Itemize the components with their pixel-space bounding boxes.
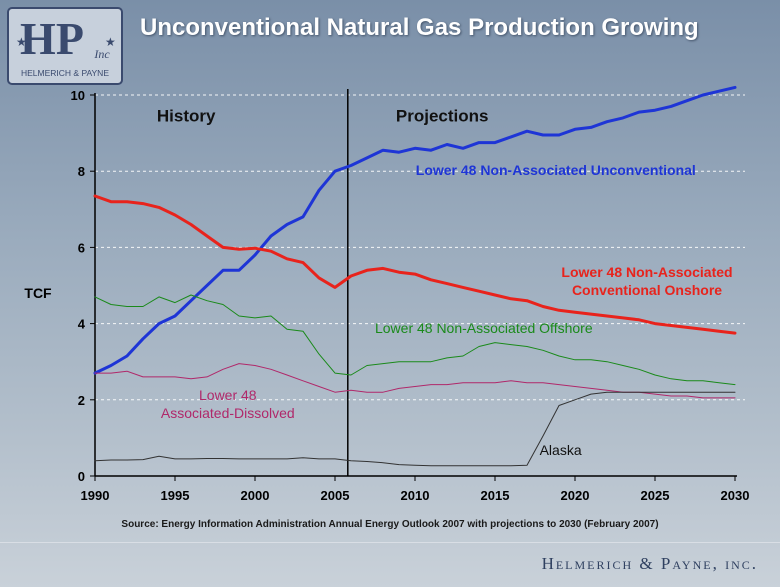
series-label: Lower 48 Non-Associated — [561, 264, 732, 280]
logo-caption: HELMERICH & PAYNE — [21, 68, 109, 78]
y-tick-label: 2 — [78, 393, 85, 408]
series-label: Lower 48 Non-Associated Offshore — [375, 320, 593, 336]
series-label: Lower 48 — [199, 387, 257, 403]
logo-star-right-icon: ★ — [105, 35, 116, 49]
company-logo: HP Inc HELMERICH & PAYNE ★ ★ — [6, 6, 124, 86]
x-tick-label: 1995 — [161, 488, 190, 503]
series-label: Conventional Onshore — [572, 282, 722, 298]
x-tick-label: 2015 — [481, 488, 510, 503]
series-label: Alaska — [540, 442, 582, 458]
logo-letters: HP — [20, 13, 84, 64]
x-tick-label: 2010 — [401, 488, 430, 503]
region-label: History — [157, 107, 216, 126]
logo-inc: Inc — [93, 47, 110, 61]
x-tick-label: 2005 — [321, 488, 350, 503]
series-line — [94, 294, 736, 386]
x-tick-label: 2000 — [241, 488, 270, 503]
logo-star-left-icon: ★ — [16, 35, 27, 49]
series-line — [94, 363, 736, 399]
y-axis-label: TCF — [24, 285, 52, 301]
page-title: Unconventional Natural Gas Production Gr… — [140, 14, 699, 41]
series-label: Associated-Dissolved — [161, 405, 295, 421]
source-note: Source: Energy Information Administratio… — [121, 519, 659, 530]
series-line — [93, 85, 737, 375]
region-label: Projections — [396, 107, 489, 126]
x-tick-label: 1990 — [81, 488, 110, 503]
x-tick-label: 2020 — [561, 488, 590, 503]
y-tick-label: 0 — [78, 469, 85, 484]
x-tick-label: 2030 — [721, 488, 750, 503]
y-tick-label: 10 — [71, 88, 85, 103]
series-line — [93, 194, 737, 335]
x-tick-label: 2025 — [641, 488, 670, 503]
series-label: Lower 48 Non-Associated Unconventional — [416, 162, 696, 178]
footer-divider — [0, 542, 780, 543]
y-tick-label: 6 — [78, 240, 85, 255]
series-line — [94, 391, 736, 467]
y-tick-label: 8 — [78, 164, 85, 179]
y-tick-label: 4 — [78, 317, 86, 332]
footer-company: Helmerich & Payne, inc. — [541, 554, 758, 573]
